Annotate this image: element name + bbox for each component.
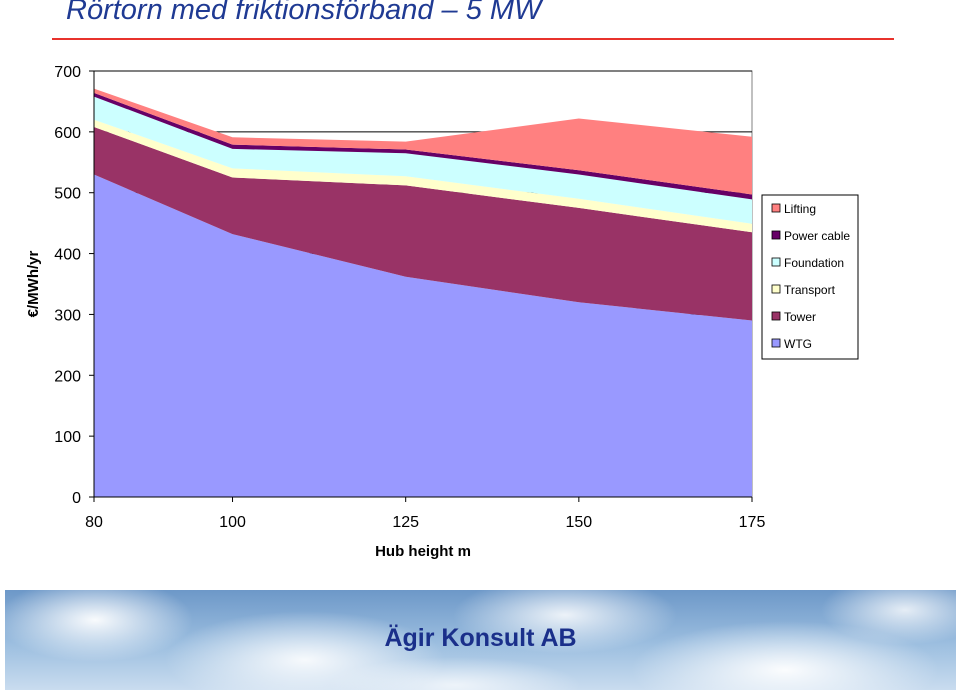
area-lifting xyxy=(94,88,752,195)
y-tick-label-200: 200 xyxy=(54,368,81,385)
x-tick-label-125: 125 xyxy=(392,514,419,531)
y-axis-ticks: 0 100 200 300 400 500 600 700 xyxy=(54,64,94,507)
legend-label-tower: Tower xyxy=(784,310,816,324)
x-tick-label-150: 150 xyxy=(565,514,592,531)
area-tower xyxy=(94,127,752,321)
y-tick-label-300: 300 xyxy=(54,307,81,324)
legend-label-power-cable: Power cable xyxy=(784,229,850,243)
legend-box xyxy=(761,194,859,360)
x-tick-label-100: 100 xyxy=(219,514,246,531)
legend-swatch-transport xyxy=(771,284,781,294)
area-power-cable xyxy=(94,92,752,200)
y-tick-label-0: 0 xyxy=(72,490,81,507)
company-name: Ägir Konsult AB xyxy=(384,624,577,652)
x-axis-label: Hub height m xyxy=(375,543,471,560)
x-axis-ticks: 80 100 125 150 175 xyxy=(85,497,765,531)
stacked-area-chart: 0 100 200 300 400 500 600 700 80 100 125 150 175 Hu… xyxy=(25,64,859,560)
legend-swatch-power-cable xyxy=(771,230,781,240)
legend-swatch-lifting xyxy=(771,203,781,213)
legend-label-wtg: WTG xyxy=(784,337,812,351)
legend-label-lifting: Lifting xyxy=(784,202,816,216)
area-series xyxy=(94,88,752,497)
legend-label-foundation: Foundation xyxy=(784,256,844,270)
y-tick-label-100: 100 xyxy=(54,429,81,446)
x-tick-label-175: 175 xyxy=(739,514,766,531)
area-transport xyxy=(94,119,752,233)
slide-title: Rörtorn med friktionsförband – 5 MW xyxy=(66,0,542,26)
axes xyxy=(93,71,752,498)
area-wtg xyxy=(94,174,752,497)
footer-sky-banner: Ägir Konsult AB xyxy=(5,590,956,690)
y-tick-label-500: 500 xyxy=(54,186,81,203)
legend-label-transport: Transport xyxy=(784,283,836,297)
y-tick-label-400: 400 xyxy=(54,247,81,264)
area-foundation xyxy=(94,96,752,224)
y-tick-label-700: 700 xyxy=(54,64,81,81)
chart-legend: Lifting Power cable Foundation Transport Tow… xyxy=(761,194,859,360)
legend-swatch-foundation xyxy=(771,257,781,267)
y-tick-label-600: 600 xyxy=(54,125,81,142)
legend-swatch-wtg xyxy=(771,338,781,348)
legend-swatch-tower xyxy=(771,311,781,321)
title-underline xyxy=(52,38,894,40)
y-axis-label: €/MWh/yr xyxy=(25,251,42,318)
x-tick-label-80: 80 xyxy=(85,514,103,531)
